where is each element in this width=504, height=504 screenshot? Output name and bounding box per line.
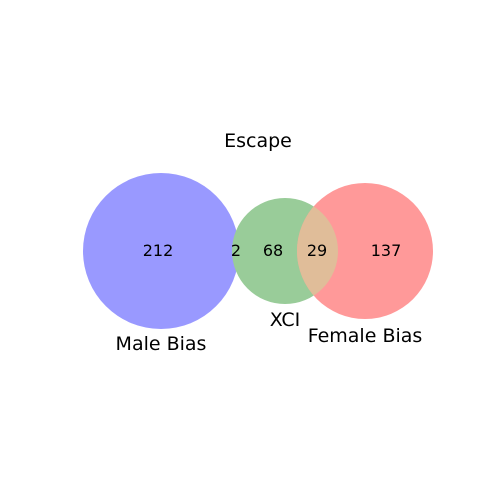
count-xci-female: 29 — [307, 241, 327, 260]
diagram-title: Escape — [224, 130, 292, 152]
male-bias-circle — [83, 173, 239, 329]
label-female-bias: Female Bias — [308, 325, 423, 347]
label-xci: XCI — [270, 309, 301, 331]
count-xci-only: 68 — [263, 241, 283, 260]
count-female-only: 137 — [371, 241, 402, 260]
xci-female-overlap — [297, 198, 338, 304]
label-male-bias: Male Bias — [116, 333, 207, 355]
count-male-only: 212 — [143, 241, 174, 260]
female-bias-circle — [297, 183, 433, 319]
count-male-xci: 2 — [231, 241, 241, 260]
